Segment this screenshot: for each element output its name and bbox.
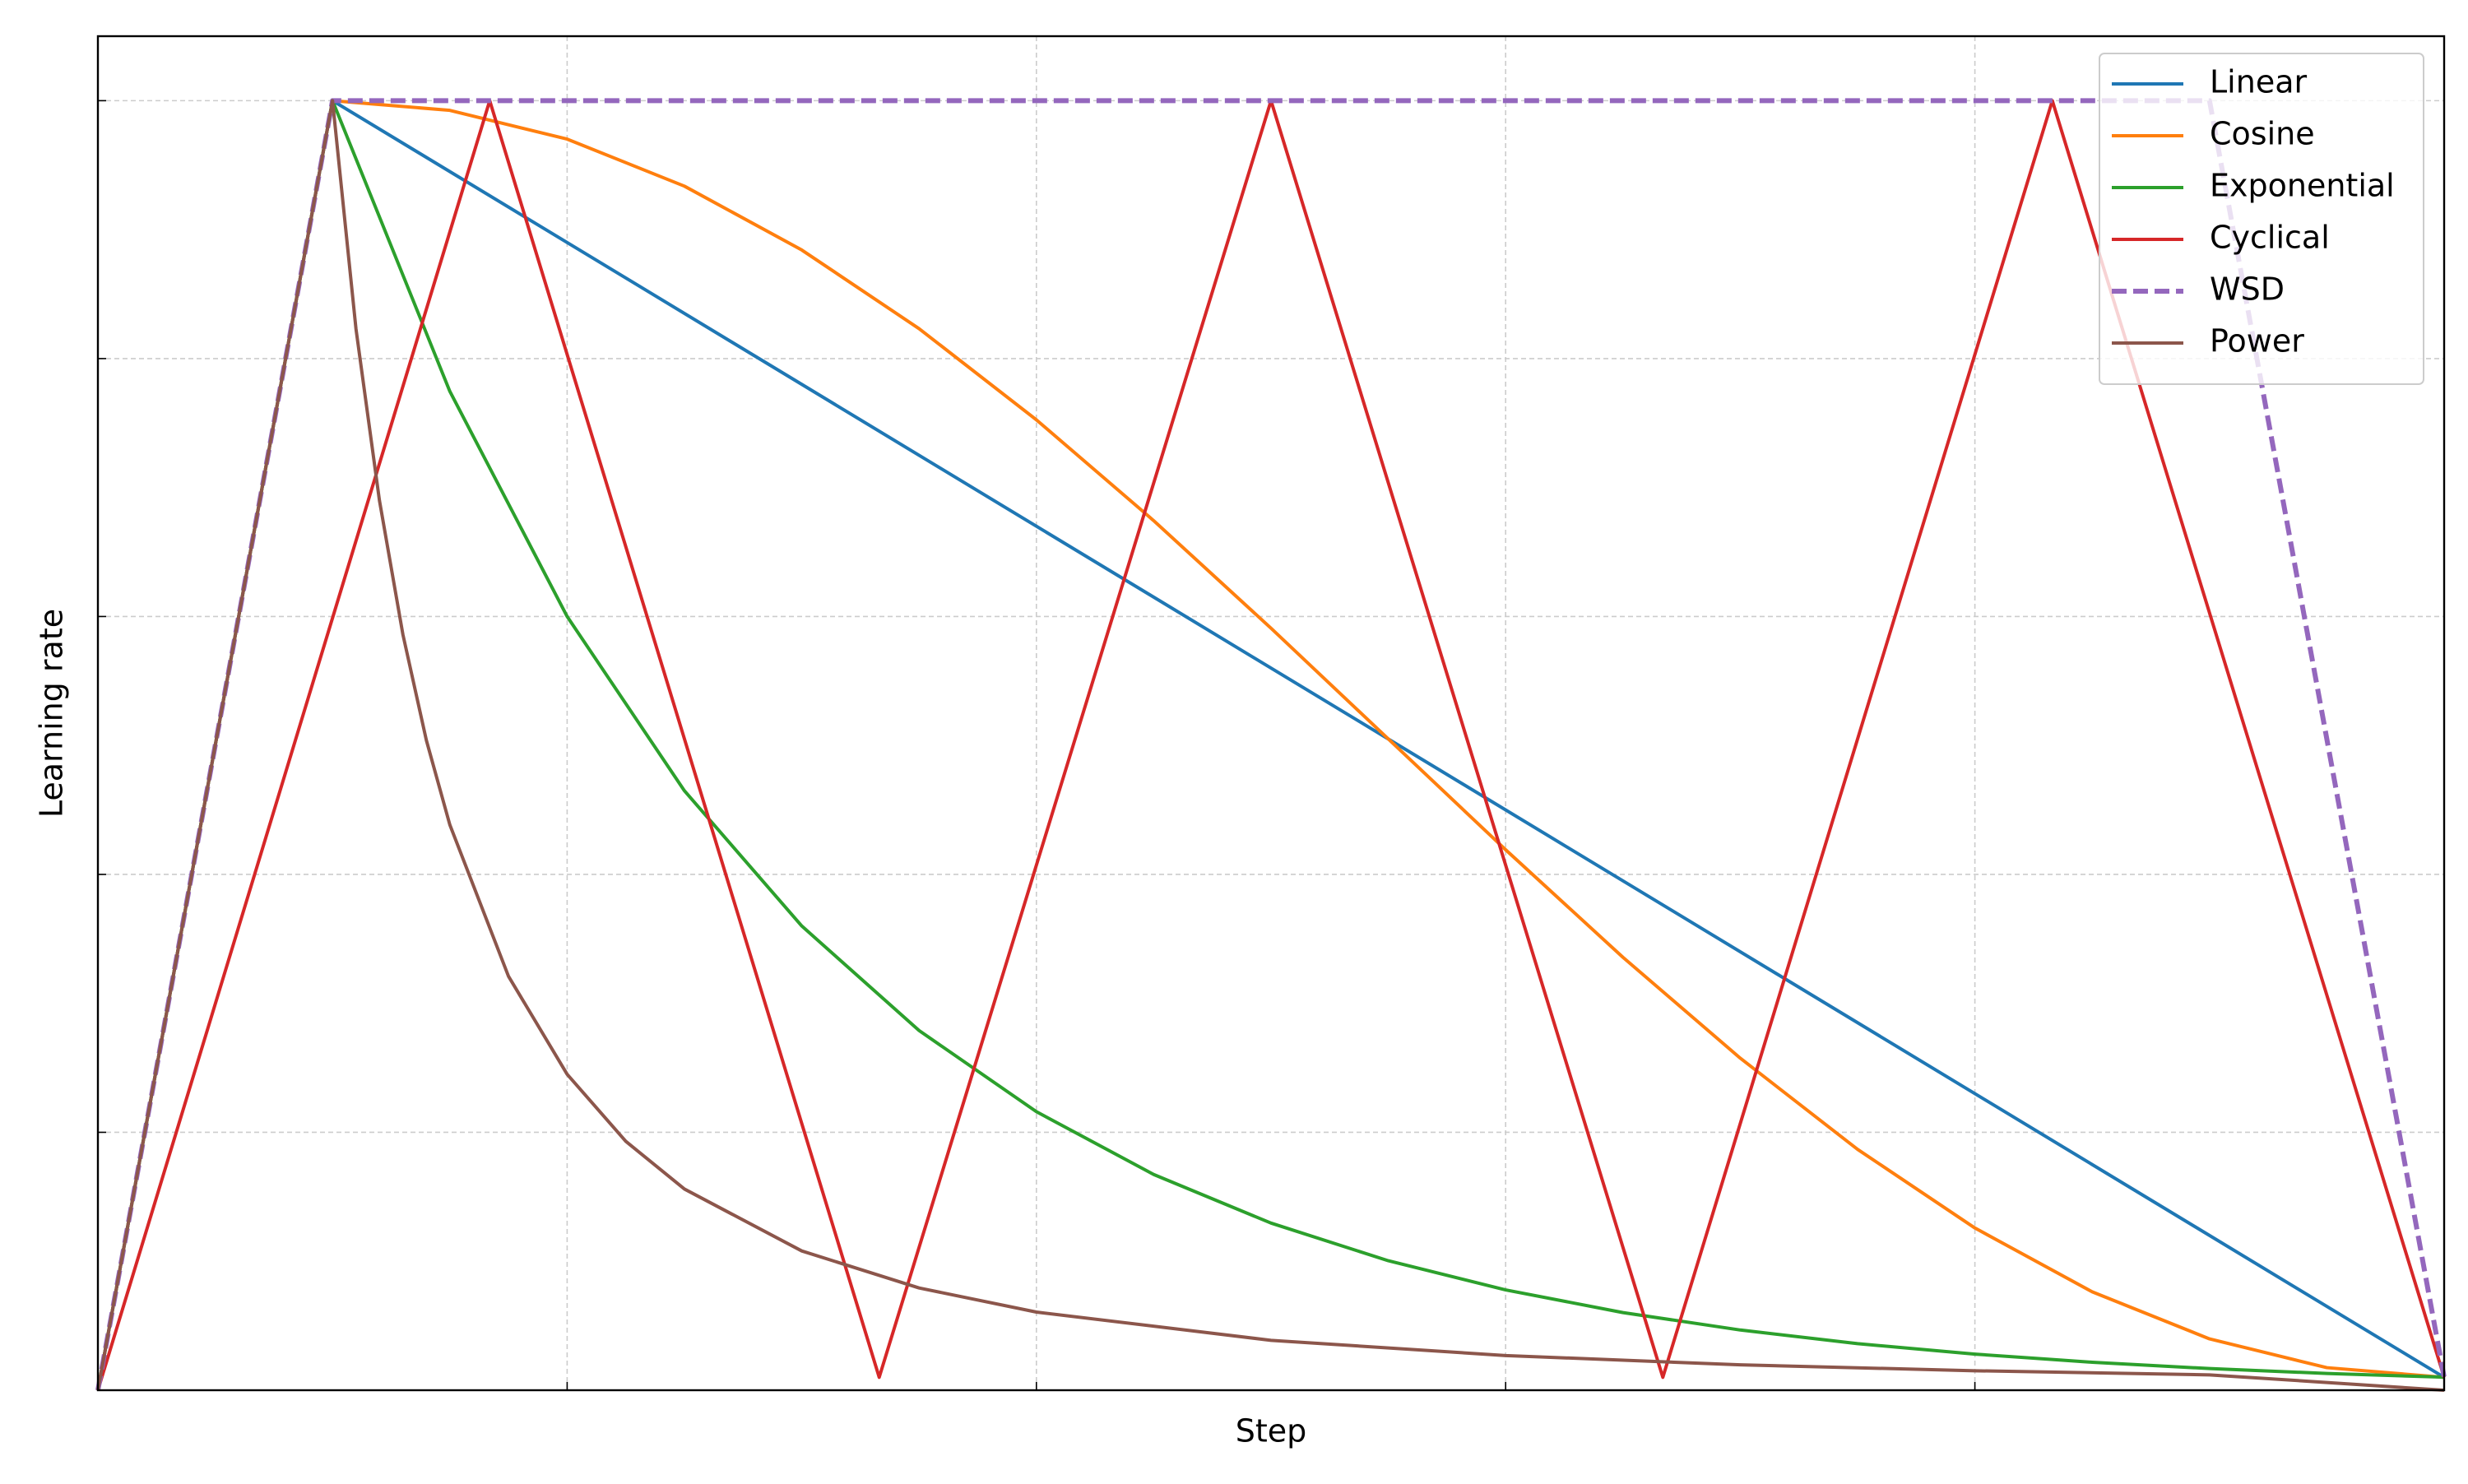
series-line [96,99,2445,1391]
legend-label: WSD [2210,271,2285,308]
legend-label: Cosine [2210,116,2315,152]
x-axis-label: Step [1236,1413,1307,1449]
plot-frame [96,35,2446,1392]
legend-label: Power [2210,323,2304,359]
series-line [96,99,2445,1391]
legend: Linear Cosine Exponential Cyclical WSD Power [2099,53,2424,385]
legend-label: Exponential [2210,168,2395,204]
legend-label: Linear [2210,64,2307,100]
y-axis-label: Learning rate [34,609,70,818]
series-line [96,99,2445,1392]
legend-label: Cyclical [2210,220,2330,256]
